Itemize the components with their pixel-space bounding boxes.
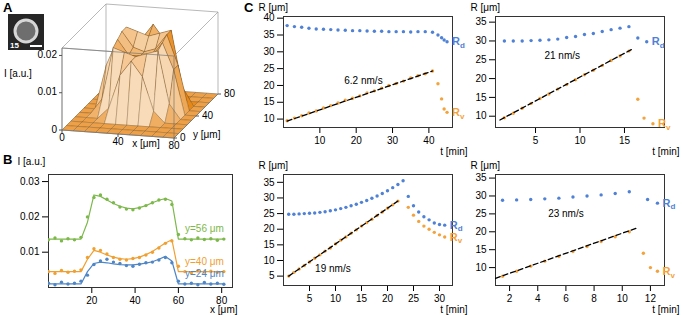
svg-text:Rd: Rd xyxy=(452,35,465,50)
svg-text:60: 60 xyxy=(173,295,185,306)
svg-text:19 nm/s: 19 nm/s xyxy=(315,263,351,274)
svg-text:25: 25 xyxy=(263,63,275,74)
svg-text:20: 20 xyxy=(351,135,363,146)
svg-text:I [a.u.]: I [a.u.] xyxy=(18,156,46,167)
svg-text:y [μm]: y [μm] xyxy=(193,129,221,140)
svg-text:15: 15 xyxy=(475,244,487,255)
svg-text:10: 10 xyxy=(574,135,586,146)
html-text:A: A xyxy=(3,0,13,15)
svg-text:0.01: 0.01 xyxy=(20,246,40,257)
svg-text:25: 25 xyxy=(408,293,420,304)
svg-text:5: 5 xyxy=(533,135,539,146)
svg-text:15: 15 xyxy=(356,293,368,304)
svg-text:10: 10 xyxy=(263,255,275,266)
svg-text:t [min]: t [min] xyxy=(440,304,467,315)
svg-text:Rv: Rv xyxy=(450,231,463,246)
svg-text:0: 0 xyxy=(51,124,57,135)
svg-text:Rd: Rd xyxy=(652,35,665,50)
svg-text:20: 20 xyxy=(263,223,275,234)
svg-text:15: 15 xyxy=(10,41,19,50)
svg-text:30: 30 xyxy=(263,192,275,203)
svg-text:Rv: Rv xyxy=(452,106,465,121)
svg-text:R [μm]: R [μm] xyxy=(471,160,501,171)
svg-text:21 nm/s: 21 nm/s xyxy=(544,50,580,61)
svg-text:10: 10 xyxy=(475,262,487,273)
svg-text:40: 40 xyxy=(112,136,124,147)
svg-text:0.01: 0.01 xyxy=(38,86,58,97)
svg-text:20: 20 xyxy=(86,295,98,306)
svg-text:35: 35 xyxy=(263,177,275,188)
svg-text:x [μm]: x [μm] xyxy=(210,304,238,315)
svg-text:t [min]: t [min] xyxy=(652,304,679,315)
svg-text:30: 30 xyxy=(475,35,487,46)
svg-text:5: 5 xyxy=(307,293,313,304)
svg-text:30: 30 xyxy=(263,46,275,57)
svg-text:2: 2 xyxy=(507,293,513,304)
svg-text:Rd: Rd xyxy=(449,218,463,234)
svg-text:8: 8 xyxy=(591,293,597,304)
svg-text:15: 15 xyxy=(475,92,487,103)
svg-text:25: 25 xyxy=(263,208,275,219)
svg-text:40: 40 xyxy=(130,295,142,306)
svg-text:R [μm]: R [μm] xyxy=(259,160,289,171)
svg-text:40: 40 xyxy=(202,110,214,121)
svg-text:80: 80 xyxy=(216,294,228,306)
svg-text:40: 40 xyxy=(423,135,435,146)
svg-text:30: 30 xyxy=(387,135,399,146)
svg-text:10: 10 xyxy=(314,135,326,146)
html-text:B: B xyxy=(3,152,13,167)
svg-text:30: 30 xyxy=(434,293,446,304)
svg-text:80: 80 xyxy=(168,140,180,151)
svg-text:35: 35 xyxy=(263,29,275,40)
html-text:C: C xyxy=(244,0,254,15)
svg-text:25: 25 xyxy=(475,54,487,65)
svg-text:y=40 μm: y=40 μm xyxy=(185,256,224,267)
svg-text:10: 10 xyxy=(475,110,487,121)
svg-text:0.03: 0.03 xyxy=(20,176,40,187)
svg-text:t [min]: t [min] xyxy=(652,146,679,157)
svg-text:5: 5 xyxy=(269,270,275,281)
svg-text:10: 10 xyxy=(263,113,275,124)
svg-text:0.02: 0.02 xyxy=(38,49,58,60)
svg-text:0: 0 xyxy=(59,132,65,143)
svg-text:10: 10 xyxy=(617,293,629,304)
svg-text:4: 4 xyxy=(535,293,541,304)
svg-text:Rv: Rv xyxy=(658,117,671,132)
svg-text:23 nm/s: 23 nm/s xyxy=(548,208,584,219)
svg-text:0.02: 0.02 xyxy=(20,211,40,222)
svg-text:20: 20 xyxy=(263,80,275,91)
svg-text:20: 20 xyxy=(475,226,487,237)
svg-text:12: 12 xyxy=(645,293,657,304)
svg-text:y=24 μm: y=24 μm xyxy=(185,268,224,279)
svg-text:Rv: Rv xyxy=(662,265,675,280)
svg-text:x [μm]: x [μm] xyxy=(132,138,160,149)
svg-text:Rd: Rd xyxy=(662,197,675,212)
svg-text:25: 25 xyxy=(475,208,487,219)
svg-text:40: 40 xyxy=(263,12,275,23)
svg-text:10: 10 xyxy=(330,293,342,304)
svg-text:15: 15 xyxy=(263,239,275,250)
svg-text:30: 30 xyxy=(475,190,487,201)
svg-text:t [min]: t [min] xyxy=(440,146,467,157)
svg-text:15: 15 xyxy=(619,135,631,146)
svg-text:y=56 μm: y=56 μm xyxy=(185,223,224,234)
svg-text:35: 35 xyxy=(475,172,487,183)
svg-text:80: 80 xyxy=(224,88,236,99)
svg-text:R [μm]: R [μm] xyxy=(259,2,289,13)
svg-text:20: 20 xyxy=(475,73,487,84)
svg-text:R [μm]: R [μm] xyxy=(471,2,501,13)
svg-text:6: 6 xyxy=(563,293,569,304)
svg-text:0: 0 xyxy=(180,132,186,143)
svg-text:20: 20 xyxy=(382,293,394,304)
svg-text:I [a.u.]: I [a.u.] xyxy=(4,68,32,79)
svg-text:35: 35 xyxy=(475,16,487,27)
svg-text:6.2 nm/s: 6.2 nm/s xyxy=(344,75,382,86)
svg-text:15: 15 xyxy=(263,96,275,107)
